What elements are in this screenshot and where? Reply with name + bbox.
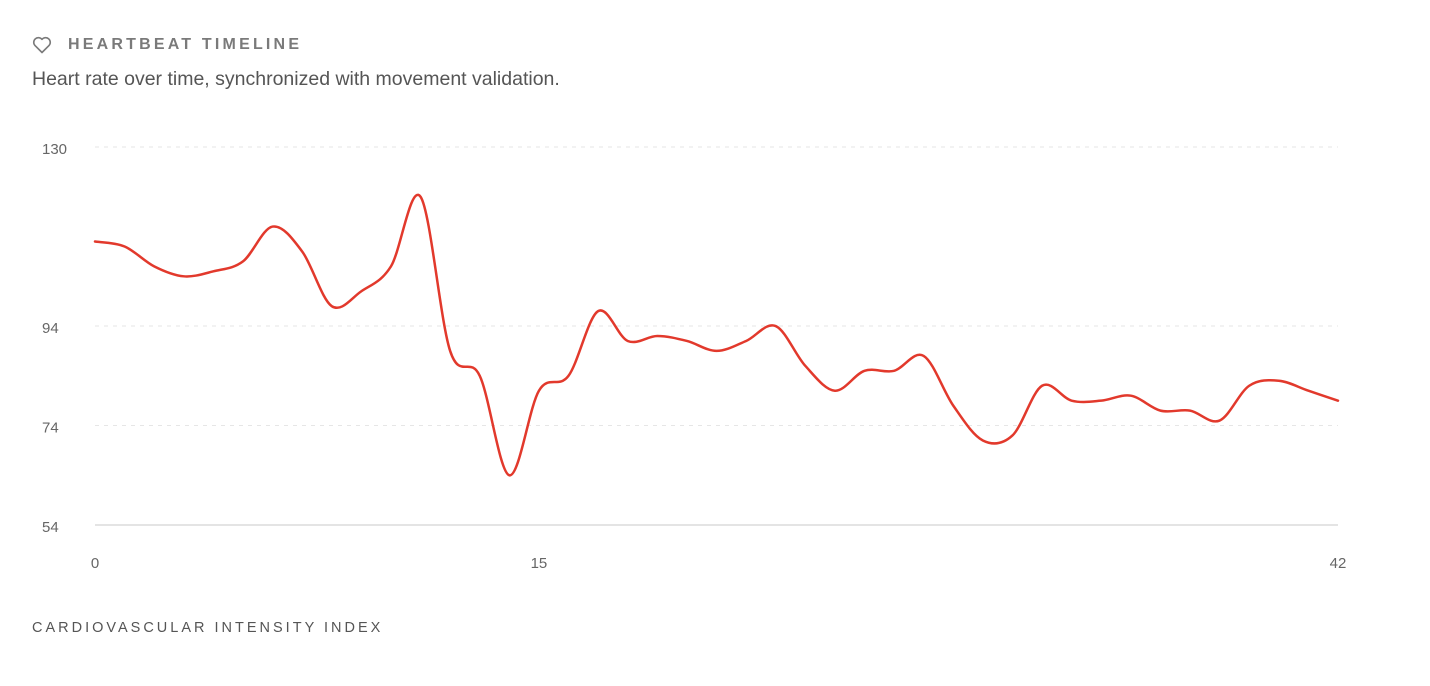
x-tick-label: 15 — [531, 555, 548, 572]
plot-area: 54 74 94 130 0 15 42 — [42, 141, 1346, 572]
y-tick-label: 54 — [42, 519, 59, 536]
y-tick-label: 130 — [42, 141, 67, 158]
heart-rate-line — [93, 193, 1340, 477]
x-tick-label: 0 — [91, 555, 99, 572]
y-tick-label: 94 — [42, 320, 59, 337]
chart-title: HEARTBEAT TIMELINE — [68, 36, 302, 53]
chart-subtitle: Heart rate over time, synchronized with … — [32, 68, 560, 90]
x-tick-label: 42 — [1330, 555, 1347, 572]
heart-icon — [32, 36, 52, 54]
x-axis-label: CARDIOVASCULAR INTENSITY INDEX — [32, 620, 383, 636]
y-tick-label: 74 — [42, 419, 59, 436]
